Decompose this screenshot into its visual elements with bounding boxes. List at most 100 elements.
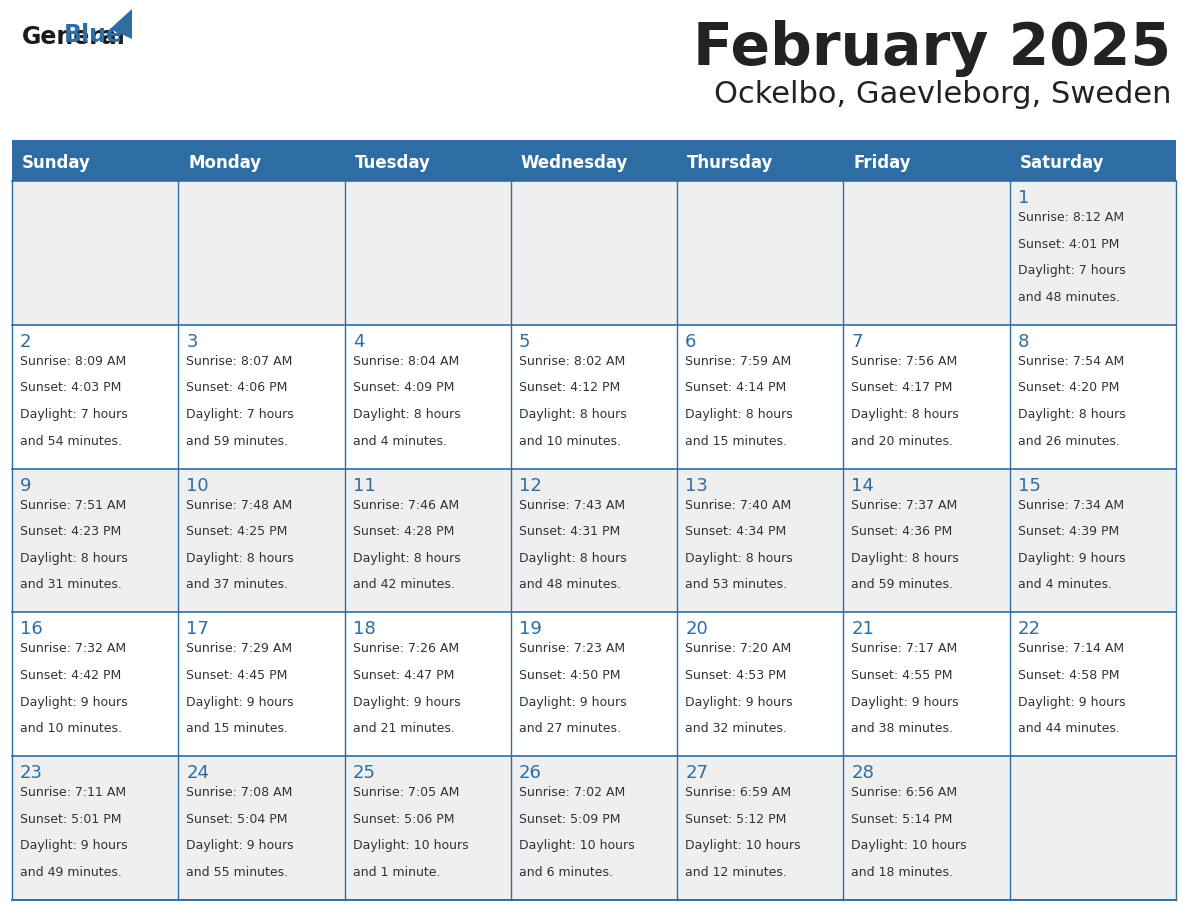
Text: 24: 24 (187, 764, 209, 782)
Text: 6: 6 (685, 333, 696, 351)
Text: Sunrise: 8:04 AM: Sunrise: 8:04 AM (353, 354, 459, 368)
Bar (12, 145, 1176, 181)
Text: Daylight: 9 hours: Daylight: 9 hours (685, 696, 792, 709)
Text: Sunrise: 7:02 AM: Sunrise: 7:02 AM (519, 786, 625, 800)
Text: Daylight: 8 hours: Daylight: 8 hours (187, 552, 295, 565)
Text: Sunrise: 6:56 AM: Sunrise: 6:56 AM (852, 786, 958, 800)
Text: 11: 11 (353, 476, 375, 495)
Text: Blue: Blue (64, 23, 124, 47)
Text: 22: 22 (1018, 621, 1041, 638)
Text: and 18 minutes.: and 18 minutes. (852, 866, 954, 879)
Text: and 15 minutes.: and 15 minutes. (685, 434, 788, 448)
Text: 4: 4 (353, 333, 364, 351)
Text: Sunset: 5:12 PM: Sunset: 5:12 PM (685, 812, 786, 826)
Text: Sunrise: 6:59 AM: Sunrise: 6:59 AM (685, 786, 791, 800)
Text: and 10 minutes.: and 10 minutes. (519, 434, 621, 448)
Text: Sunset: 4:09 PM: Sunset: 4:09 PM (353, 381, 454, 395)
Text: Sunrise: 7:40 AM: Sunrise: 7:40 AM (685, 498, 791, 511)
Text: Sunrise: 7:37 AM: Sunrise: 7:37 AM (852, 498, 958, 511)
Text: Sunrise: 7:51 AM: Sunrise: 7:51 AM (20, 498, 126, 511)
Bar (12, 140, 1176, 145)
Bar (12, 612, 1176, 756)
Text: Sunset: 4:42 PM: Sunset: 4:42 PM (20, 669, 121, 682)
Text: 18: 18 (353, 621, 375, 638)
Text: Sunrise: 8:12 AM: Sunrise: 8:12 AM (1018, 211, 1124, 224)
Text: Friday: Friday (853, 154, 911, 172)
Text: Sunrise: 7:34 AM: Sunrise: 7:34 AM (1018, 498, 1124, 511)
Text: Sunrise: 7:17 AM: Sunrise: 7:17 AM (852, 643, 958, 655)
Text: and 20 minutes.: and 20 minutes. (852, 434, 954, 448)
Text: Sunset: 4:03 PM: Sunset: 4:03 PM (20, 381, 121, 395)
Text: 19: 19 (519, 621, 542, 638)
Text: and 48 minutes.: and 48 minutes. (1018, 291, 1120, 304)
Text: Thursday: Thursday (687, 154, 773, 172)
Text: and 48 minutes.: and 48 minutes. (519, 578, 621, 591)
Text: and 26 minutes.: and 26 minutes. (1018, 434, 1119, 448)
Text: and 32 minutes.: and 32 minutes. (685, 722, 786, 735)
Text: and 44 minutes.: and 44 minutes. (1018, 722, 1119, 735)
Text: 21: 21 (852, 621, 874, 638)
Bar (12, 756, 1176, 900)
Text: 27: 27 (685, 764, 708, 782)
Text: Daylight: 8 hours: Daylight: 8 hours (353, 552, 460, 565)
Text: and 37 minutes.: and 37 minutes. (187, 578, 289, 591)
Text: Daylight: 8 hours: Daylight: 8 hours (353, 408, 460, 421)
Text: and 49 minutes.: and 49 minutes. (20, 866, 122, 879)
Text: Daylight: 7 hours: Daylight: 7 hours (187, 408, 295, 421)
Text: Sunrise: 7:48 AM: Sunrise: 7:48 AM (187, 498, 292, 511)
Text: Sunrise: 7:23 AM: Sunrise: 7:23 AM (519, 643, 625, 655)
Text: and 1 minute.: and 1 minute. (353, 866, 440, 879)
Text: Daylight: 8 hours: Daylight: 8 hours (1018, 408, 1125, 421)
Text: Sunset: 4:34 PM: Sunset: 4:34 PM (685, 525, 786, 538)
Text: Sunset: 4:31 PM: Sunset: 4:31 PM (519, 525, 620, 538)
Text: Daylight: 9 hours: Daylight: 9 hours (187, 839, 293, 853)
Text: Sunset: 4:55 PM: Sunset: 4:55 PM (852, 669, 953, 682)
Text: General: General (23, 25, 126, 49)
Text: Daylight: 8 hours: Daylight: 8 hours (519, 552, 626, 565)
Text: Sunrise: 7:20 AM: Sunrise: 7:20 AM (685, 643, 791, 655)
Text: 9: 9 (20, 476, 32, 495)
Text: 20: 20 (685, 621, 708, 638)
Text: Sunrise: 7:59 AM: Sunrise: 7:59 AM (685, 354, 791, 368)
Text: 3: 3 (187, 333, 197, 351)
Text: Sunset: 4:14 PM: Sunset: 4:14 PM (685, 381, 786, 395)
Text: 7: 7 (852, 333, 862, 351)
Text: Sunrise: 7:32 AM: Sunrise: 7:32 AM (20, 643, 126, 655)
Text: Daylight: 9 hours: Daylight: 9 hours (852, 696, 959, 709)
Text: 23: 23 (20, 764, 43, 782)
Text: 26: 26 (519, 764, 542, 782)
Text: Sunrise: 8:09 AM: Sunrise: 8:09 AM (20, 354, 126, 368)
Text: 5: 5 (519, 333, 530, 351)
Text: Sunrise: 7:46 AM: Sunrise: 7:46 AM (353, 498, 459, 511)
Text: Sunset: 4:39 PM: Sunset: 4:39 PM (1018, 525, 1119, 538)
Bar (12, 181, 1176, 325)
Text: Sunset: 4:01 PM: Sunset: 4:01 PM (1018, 238, 1119, 251)
Text: Sunset: 4:23 PM: Sunset: 4:23 PM (20, 525, 121, 538)
Text: Monday: Monday (188, 154, 261, 172)
Bar (12, 325, 1176, 468)
Text: Daylight: 9 hours: Daylight: 9 hours (20, 839, 127, 853)
Text: Daylight: 8 hours: Daylight: 8 hours (685, 552, 792, 565)
Text: Sunrise: 7:54 AM: Sunrise: 7:54 AM (1018, 354, 1124, 368)
Text: and 31 minutes.: and 31 minutes. (20, 578, 122, 591)
Text: Sunset: 4:53 PM: Sunset: 4:53 PM (685, 669, 786, 682)
Text: Sunrise: 8:07 AM: Sunrise: 8:07 AM (187, 354, 292, 368)
Text: Daylight: 8 hours: Daylight: 8 hours (519, 408, 626, 421)
Text: Sunrise: 8:02 AM: Sunrise: 8:02 AM (519, 354, 625, 368)
Text: Sunset: 5:14 PM: Sunset: 5:14 PM (852, 812, 953, 826)
Bar (12, 468, 1176, 612)
Text: Sunset: 4:50 PM: Sunset: 4:50 PM (519, 669, 620, 682)
Text: Sunrise: 7:29 AM: Sunrise: 7:29 AM (187, 643, 292, 655)
Text: February 2025: February 2025 (693, 20, 1171, 77)
Text: 2: 2 (20, 333, 32, 351)
Text: Sunset: 5:04 PM: Sunset: 5:04 PM (187, 812, 287, 826)
Text: Sunset: 4:20 PM: Sunset: 4:20 PM (1018, 381, 1119, 395)
Text: Daylight: 9 hours: Daylight: 9 hours (1018, 552, 1125, 565)
Text: and 59 minutes.: and 59 minutes. (852, 578, 954, 591)
Text: Sunset: 4:17 PM: Sunset: 4:17 PM (852, 381, 953, 395)
Text: and 10 minutes.: and 10 minutes. (20, 722, 122, 735)
Text: Sunset: 4:58 PM: Sunset: 4:58 PM (1018, 669, 1119, 682)
Text: Daylight: 10 hours: Daylight: 10 hours (852, 839, 967, 853)
Text: Tuesday: Tuesday (354, 154, 430, 172)
Text: and 59 minutes.: and 59 minutes. (187, 434, 289, 448)
